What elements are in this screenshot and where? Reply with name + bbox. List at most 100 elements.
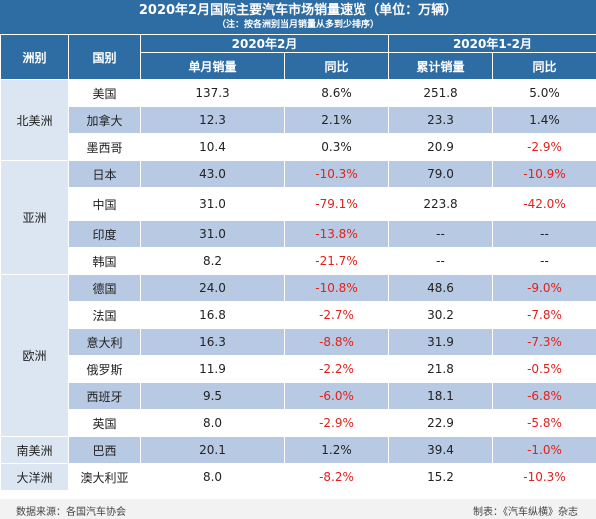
cumulative-sales-cell: 251.8: [388, 79, 493, 107]
header-country: 国别: [68, 34, 141, 80]
country-cell: 加拿大: [68, 106, 141, 134]
yoy-cumulative-cell: -2.9%: [492, 133, 596, 161]
country-cell: 巴西: [68, 436, 141, 464]
yoy-cumulative-cell: -1.0%: [492, 436, 596, 464]
country-cell: 俄罗斯: [68, 355, 141, 383]
monthly-sales-cell: 11.9: [140, 355, 285, 383]
country-cell: 德国: [68, 274, 141, 302]
yoy-monthly-cell: -6.0%: [284, 382, 389, 410]
cumulative-sales-cell: 21.8: [388, 355, 493, 383]
yoy-monthly-cell: 1.2%: [284, 436, 389, 464]
country-cell: 中国: [68, 187, 141, 221]
table-row: 加拿大 12.3 2.1% 23.3 1.4%: [1, 106, 596, 134]
data-source: 数据来源：各国汽车协会: [16, 507, 126, 518]
table-row: 俄罗斯 11.9 -2.2% 21.8 -0.5%: [1, 355, 596, 383]
monthly-sales-cell: 31.0: [140, 187, 285, 221]
table-row: 意大利 16.3 -8.8% 31.9 -7.3%: [1, 328, 596, 356]
yoy-monthly-cell: -13.8%: [284, 220, 389, 248]
monthly-sales-cell: 24.0: [140, 274, 285, 302]
monthly-sales-cell: 12.3: [140, 106, 285, 134]
cumulative-sales-cell: 30.2: [388, 301, 493, 329]
table-note: （注：按各洲别当月销量从多到少排序）: [216, 20, 379, 30]
cumulative-sales-cell: 23.3: [388, 106, 493, 134]
yoy-monthly-cell: -10.8%: [284, 274, 389, 302]
yoy-monthly-cell: -79.1%: [284, 187, 389, 221]
region-cell: 大洋洲: [0, 463, 69, 491]
region-cell: 北美洲: [0, 79, 69, 161]
country-cell: 西班牙: [68, 382, 141, 410]
monthly-sales-cell: 43.0: [140, 160, 285, 188]
cumulative-sales-cell: 15.2: [388, 463, 493, 491]
monthly-sales-cell: 137.3: [140, 79, 285, 107]
yoy-cumulative-cell: -10.3%: [492, 463, 596, 491]
country-cell: 英国: [68, 409, 141, 437]
monthly-sales-cell: 8.0: [140, 409, 285, 437]
yoy-cumulative-cell: -0.5%: [492, 355, 596, 383]
yoy-monthly-cell: -2.9%: [284, 409, 389, 437]
cumulative-sales-cell: 48.6: [388, 274, 493, 302]
table-row: 中国 31.0 -79.1% 223.8 -42.0%: [1, 187, 596, 221]
region-cell: 欧洲: [0, 274, 69, 437]
country-cell: 澳大利亚: [68, 463, 141, 491]
region-cell: 亚洲: [0, 160, 69, 275]
header-monthly-sales: 单月销量: [140, 52, 285, 80]
yoy-cumulative-cell: -10.9%: [492, 160, 596, 188]
yoy-cumulative-cell: 1.4%: [492, 106, 596, 134]
table-row: 亚洲 日本 43.0 -10.3% 79.0 -10.9%: [0, 160, 596, 275]
country-cell: 美国: [68, 79, 141, 107]
yoy-monthly-cell: -8.8%: [284, 328, 389, 356]
table-row: 法国 16.8 -2.7% 30.2 -7.8%: [1, 301, 596, 329]
monthly-sales-cell: 16.8: [140, 301, 285, 329]
table-row: 大洋洲 澳大利亚 8.0 -8.2% 15.2 -10.3%: [0, 463, 596, 491]
header-period-feb: 2020年2月: [140, 34, 389, 53]
monthly-sales-cell: 20.1: [140, 436, 285, 464]
monthly-sales-cell: 8.0: [140, 463, 285, 491]
table-maker: 制表：《汽车纵横》杂志: [473, 507, 578, 518]
yoy-cumulative-cell: -6.8%: [492, 382, 596, 410]
cumulative-sales-cell: 22.9: [388, 409, 493, 437]
monthly-sales-cell: 8.2: [140, 247, 285, 275]
monthly-sales-cell: 10.4: [140, 133, 285, 161]
cumulative-sales-cell: 20.9: [388, 133, 493, 161]
country-cell: 法国: [68, 301, 141, 329]
yoy-cumulative-cell: -7.8%: [492, 301, 596, 329]
header-region: 洲别: [0, 34, 69, 80]
monthly-sales-cell: 16.3: [140, 328, 285, 356]
yoy-monthly-cell: -10.3%: [284, 160, 389, 188]
yoy-monthly-cell: -8.2%: [284, 463, 389, 491]
cumulative-sales-cell: --: [388, 220, 493, 248]
footer: 数据来源：各国汽车协会 制表：《汽车纵横》杂志: [0, 499, 596, 519]
header-yoy-monthly: 同比: [284, 52, 389, 80]
header-period-jan-feb: 2020年1-2月: [388, 34, 596, 53]
yoy-cumulative-cell: -7.3%: [492, 328, 596, 356]
yoy-cumulative-cell: -5.8%: [492, 409, 596, 437]
title-banner: 2020年2月国际主要汽车市场销量速览（单位：万辆） （注：按各洲别当月销量从多…: [0, 0, 596, 34]
table-row: 西班牙 9.5 -6.0% 18.1 -6.8%: [1, 382, 596, 410]
yoy-cumulative-cell: --: [492, 247, 596, 275]
cumulative-sales-cell: 39.4: [388, 436, 493, 464]
country-cell: 墨西哥: [68, 133, 141, 161]
cumulative-sales-cell: 79.0: [388, 160, 493, 188]
cumulative-sales-cell: 18.1: [388, 382, 493, 410]
country-cell: 印度: [68, 220, 141, 248]
yoy-monthly-cell: 0.3%: [284, 133, 389, 161]
table-row: 欧洲 德国 24.0 -10.8% 48.6 -9.0%: [0, 274, 596, 437]
yoy-monthly-cell: -21.7%: [284, 247, 389, 275]
table-row: 墨西哥 10.4 0.3% 20.9 -2.9%: [1, 133, 596, 161]
yoy-cumulative-cell: --: [492, 220, 596, 248]
yoy-cumulative-cell: 5.0%: [492, 79, 596, 107]
header-cumulative-sales: 累计销量: [388, 52, 493, 80]
sales-table: 洲别 国别 2020年2月 2020年1-2月 单月销量 同比 累计销量 同比 …: [0, 34, 596, 491]
yoy-monthly-cell: 8.6%: [284, 79, 389, 107]
yoy-monthly-cell: -2.7%: [284, 301, 389, 329]
table-row: 北美洲 美国 137.3 8.6% 251.8 5.0%: [0, 79, 596, 161]
yoy-monthly-cell: 2.1%: [284, 106, 389, 134]
country-cell: 韩国: [68, 247, 141, 275]
country-cell: 意大利: [68, 328, 141, 356]
cumulative-sales-cell: --: [388, 247, 493, 275]
table-row: 印度 31.0 -13.8% -- --: [1, 220, 596, 248]
region-cell: 南美洲: [0, 436, 69, 464]
country-cell: 日本: [68, 160, 141, 188]
monthly-sales-cell: 9.5: [140, 382, 285, 410]
